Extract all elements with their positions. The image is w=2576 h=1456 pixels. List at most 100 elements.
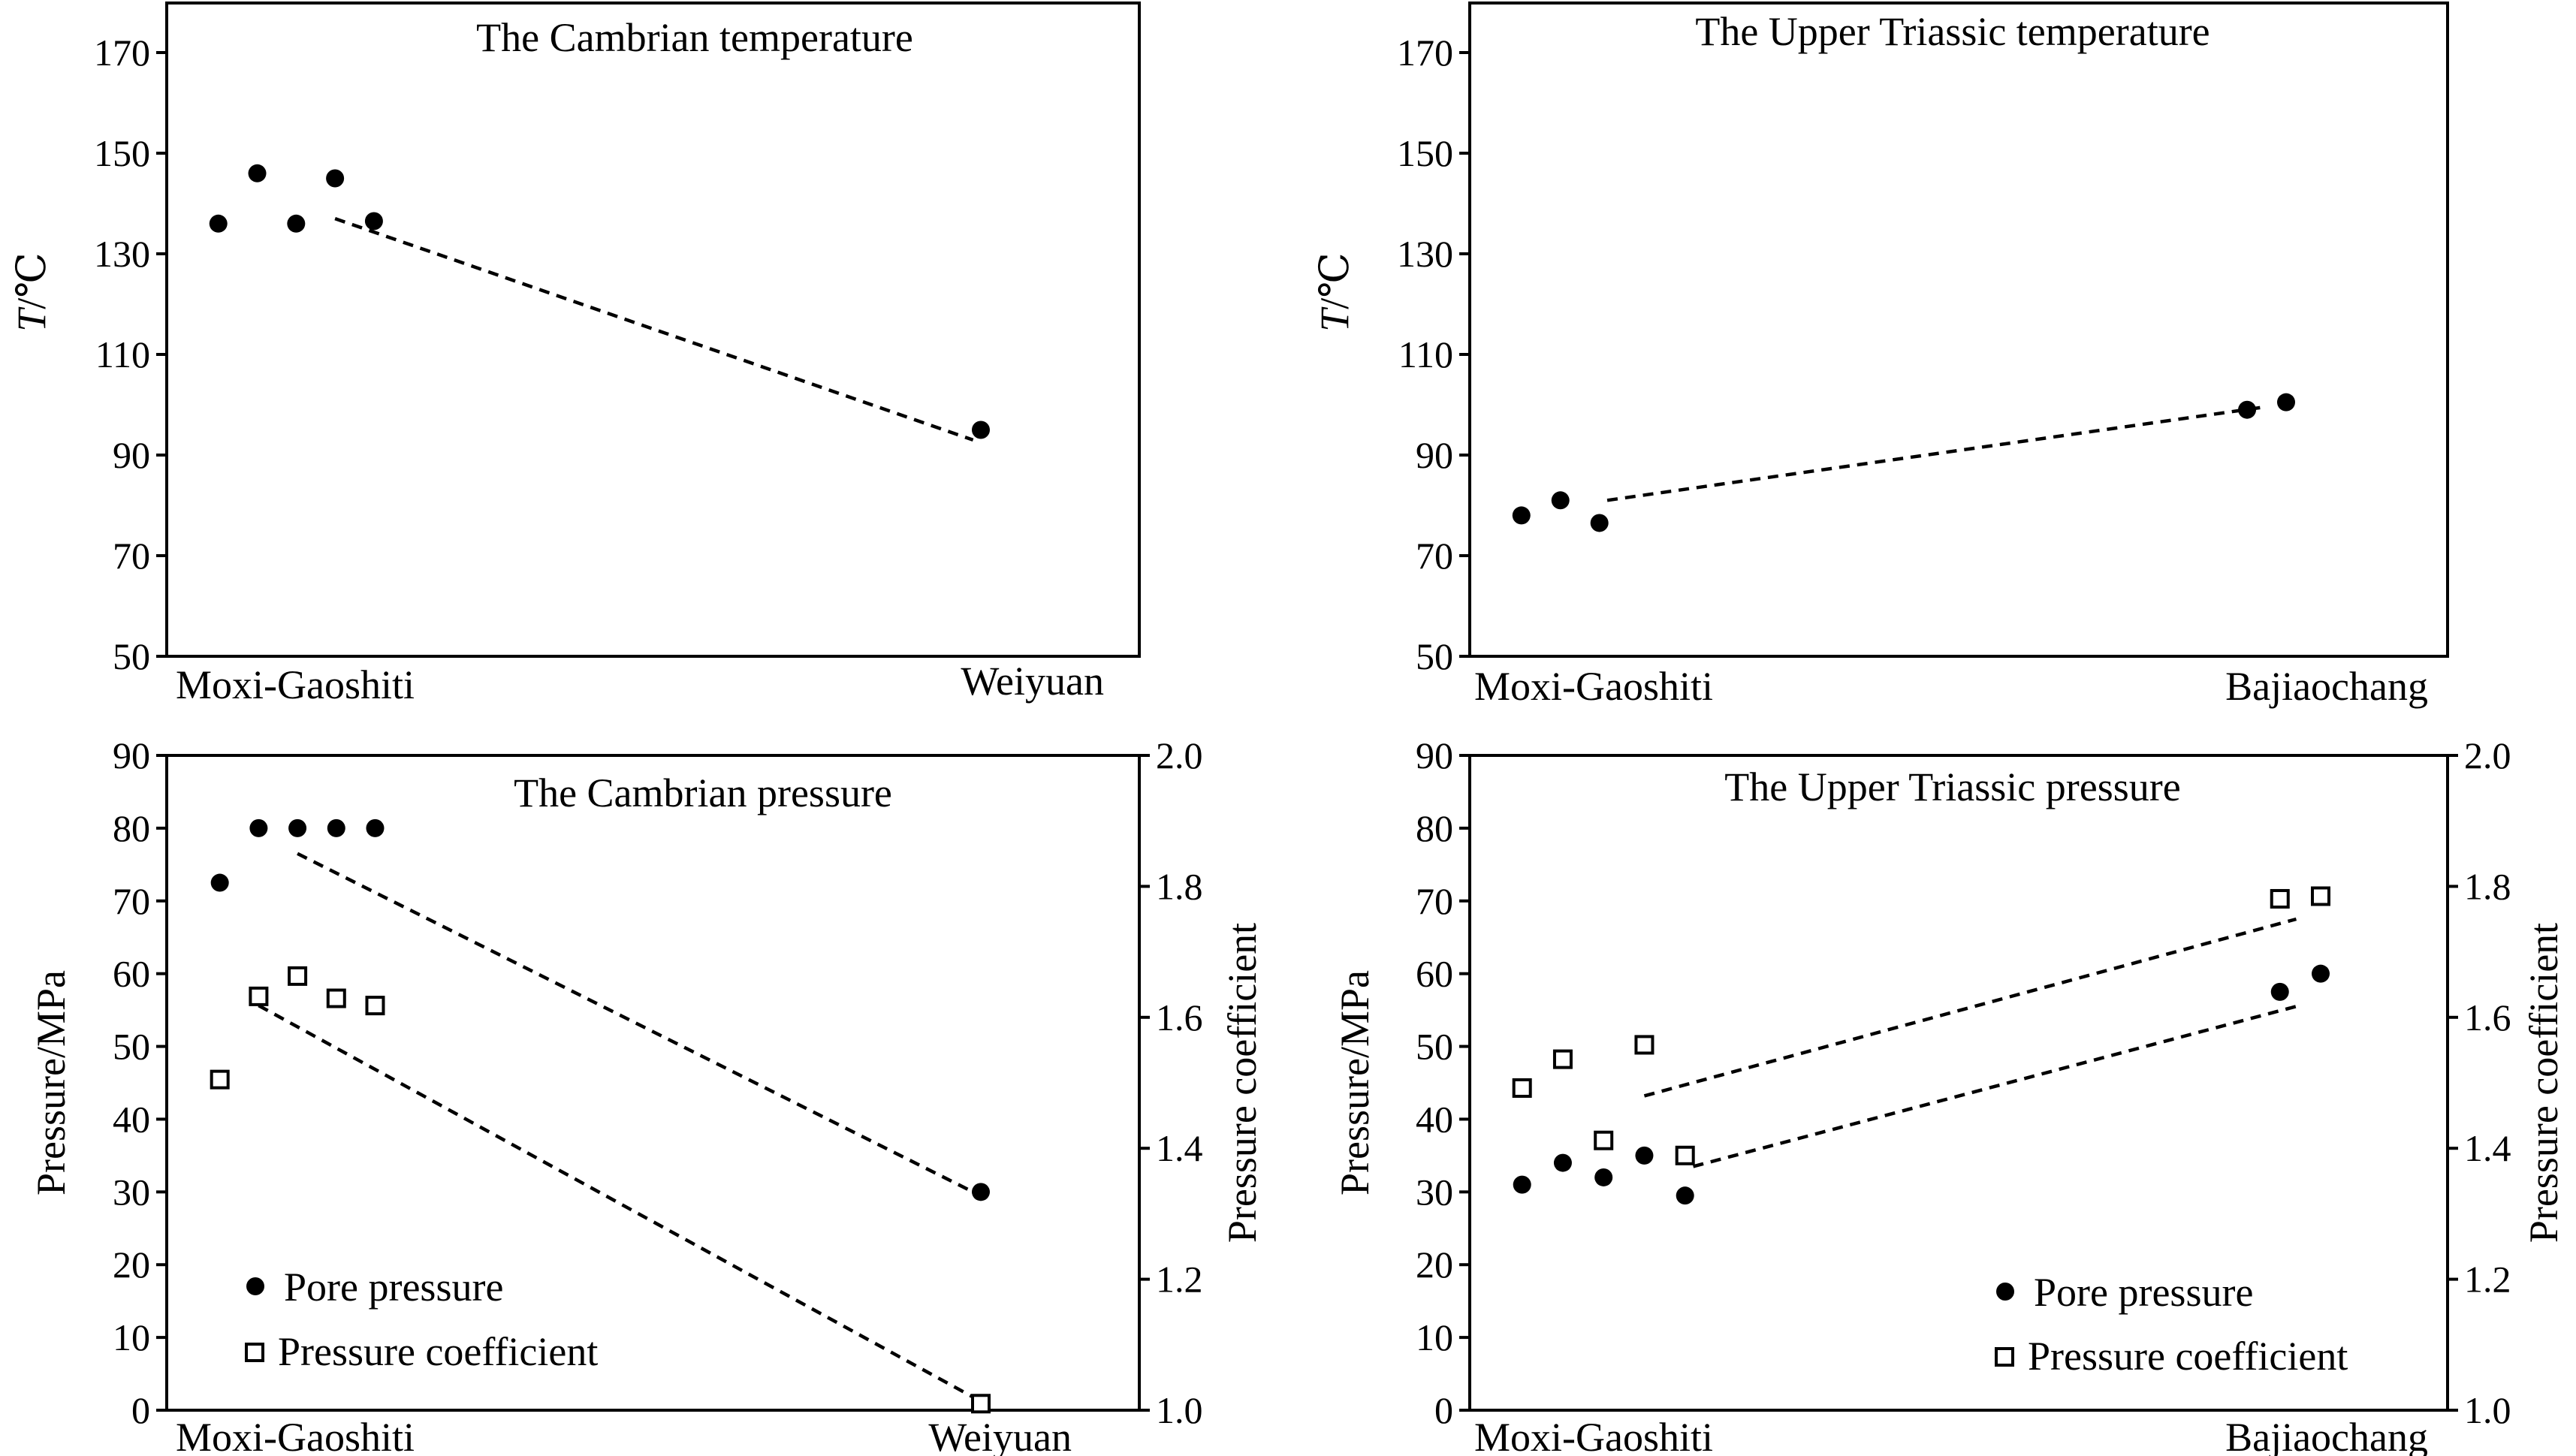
upper-triassic-temperature-chart: The Upper Triassic temperature 50 70 90 110…: [1312, 2, 2449, 709]
y2-axis-label: Pressure coefficient: [2521, 923, 2566, 1243]
trend-line: [297, 852, 974, 1194]
legend-marker-pore-pressure: [246, 1277, 264, 1295]
y-tick-label: 110: [95, 333, 150, 375]
cambrian-pressure-chart: The Cambrian pressure 0 10 20 30 40 50 60 70 80 9…: [29, 734, 1265, 1456]
y-tick-label: 90: [113, 434, 150, 476]
y-tick-label: 10: [1416, 1316, 1453, 1358]
temperature-point: [248, 164, 267, 182]
y2-tick-label: 1.4: [1156, 1127, 1203, 1169]
category-label-start: Moxi-Gaoshiti: [176, 1415, 415, 1456]
pressure-coefficient-point: [288, 966, 308, 986]
plot-frame: [165, 754, 1141, 1412]
y-axis-label-symbol: T: [1312, 306, 1357, 332]
pore-pressure-point: [1676, 1186, 1694, 1205]
temperature-point: [972, 421, 990, 439]
y-tick-label: 40: [1416, 1098, 1453, 1140]
upper-triassic-pressure-chart: The Upper Triassic pressure 0 10 20 30 40 50 6…: [1332, 734, 2566, 1456]
pressure-coefficient-point: [2311, 886, 2330, 906]
legend-marker-pore-pressure: [1996, 1283, 2014, 1301]
y-axis-ticks: 0 10 20 30 40 50 60 70 80 90: [113, 734, 167, 1431]
y2-axis-ticks: 1.0 1.2 1.4 1.6 1.8 2.0: [2448, 734, 2511, 1431]
y-tick-label: 60: [113, 953, 150, 995]
pressure-coefficient-point: [1552, 1049, 1573, 1069]
y2-tick-label: 1.0: [2464, 1389, 2511, 1431]
y-tick-label: 0: [131, 1389, 150, 1431]
y2-tick-label: 1.8: [2464, 865, 2511, 907]
trend-line: [1606, 405, 2264, 502]
y2-axis-ticks: 1.0 1.2 1.4 1.6 1.8 2.0: [1139, 734, 1203, 1431]
chart-title: The Cambrian pressure: [514, 770, 892, 815]
y-axis-ticks: 50 70 90 110 130 150 170: [94, 32, 167, 677]
y-tick-label: 80: [1416, 807, 1453, 849]
plot-frame: [1468, 754, 2449, 1412]
category-label-end: Weiyuan: [928, 1415, 1072, 1456]
plot-frame: [1468, 2, 2449, 658]
y-axis-label-unit: /℃: [9, 252, 54, 309]
category-label-start: Moxi-Gaoshiti: [1474, 664, 1713, 709]
y-tick-label: 20: [113, 1243, 150, 1286]
temperature-point: [364, 212, 383, 231]
category-label-end: Bajiaochang: [2225, 664, 2428, 709]
pressure-coefficient-point: [326, 988, 346, 1008]
y-tick-label: 90: [1416, 434, 1453, 476]
legend-label-pressure-coefficient: Pressure coefficient: [2028, 1334, 2348, 1379]
data-points: [210, 818, 991, 1414]
trend-line: [1643, 917, 2297, 1098]
pore-pressure-point: [366, 818, 385, 837]
temperature-point: [1590, 514, 1609, 532]
y-tick-label: 50: [1416, 635, 1453, 677]
pressure-coefficient-point: [249, 986, 269, 1006]
y-tick-label: 80: [113, 807, 150, 849]
pore-pressure-point: [327, 818, 345, 837]
y2-tick-label: 2.0: [1156, 734, 1203, 776]
y2-tick-label: 1.6: [1156, 996, 1203, 1038]
pressure-coefficient-point: [971, 1394, 991, 1414]
pore-pressure-point: [1513, 1175, 1531, 1194]
chart-title: The Cambrian temperature: [476, 15, 913, 60]
temperature-point: [2238, 400, 2257, 419]
y-axis-label-symbol: T: [9, 306, 54, 332]
legend: Pore pressure Pressure coefficient: [245, 1265, 598, 1374]
y-tick-label: 90: [1416, 734, 1453, 776]
temperature-point: [209, 214, 228, 233]
y-tick-label: 150: [94, 132, 150, 174]
y-tick-label: 70: [113, 535, 150, 577]
y-tick-label: 20: [1416, 1243, 1453, 1286]
pore-pressure-point: [288, 818, 307, 837]
pressure-coefficient-point: [1512, 1078, 1532, 1098]
y2-tick-label: 1.6: [2464, 996, 2511, 1038]
pressure-coefficient-point: [210, 1069, 230, 1090]
pressure-coefficient-point: [2270, 888, 2290, 909]
y-axis-ticks: 0 10 20 30 40 50 60 70 80 90: [1416, 734, 1470, 1431]
category-label-end: Bajiaochang: [2225, 1415, 2428, 1456]
pore-pressure-point: [1635, 1146, 1654, 1165]
y-axis-label-unit: /℃: [1312, 252, 1357, 309]
legend-label-pore-pressure: Pore pressure: [284, 1265, 503, 1310]
y-tick-label: 50: [113, 635, 150, 677]
y2-tick-label: 1.0: [1156, 1389, 1203, 1431]
pore-pressure-point: [2312, 964, 2330, 983]
chart-title: The Upper Triassic temperature: [1695, 9, 2210, 54]
y-tick-label: 0: [1434, 1389, 1453, 1431]
category-label-end: Weiyuan: [961, 659, 1104, 704]
pore-pressure-point: [249, 818, 268, 837]
y-axis-label: T/℃: [1312, 252, 1357, 331]
category-label-start: Moxi-Gaoshiti: [1474, 1415, 1713, 1456]
chart-title: The Upper Triassic pressure: [1724, 764, 2180, 809]
legend-marker-pressure-coefficient: [245, 1343, 264, 1362]
trendlines: [334, 216, 974, 442]
y-tick-label: 170: [1397, 32, 1453, 74]
y2-tick-label: 1.2: [1156, 1259, 1203, 1301]
temperature-point: [2277, 393, 2295, 411]
legend: Pore pressure Pressure coefficient: [1995, 1270, 2348, 1379]
temperature-point: [326, 169, 345, 188]
y2-tick-label: 1.8: [1156, 865, 1203, 907]
pressure-coefficient-point: [365, 996, 385, 1016]
data-points: [1512, 886, 2330, 1205]
data-points: [1512, 393, 2295, 532]
y-tick-label: 130: [1397, 233, 1453, 275]
legend-label-pore-pressure: Pore pressure: [2034, 1270, 2253, 1315]
category-label-start: Moxi-Gaoshiti: [176, 662, 415, 707]
y2-tick-label: 1.4: [2464, 1127, 2511, 1169]
